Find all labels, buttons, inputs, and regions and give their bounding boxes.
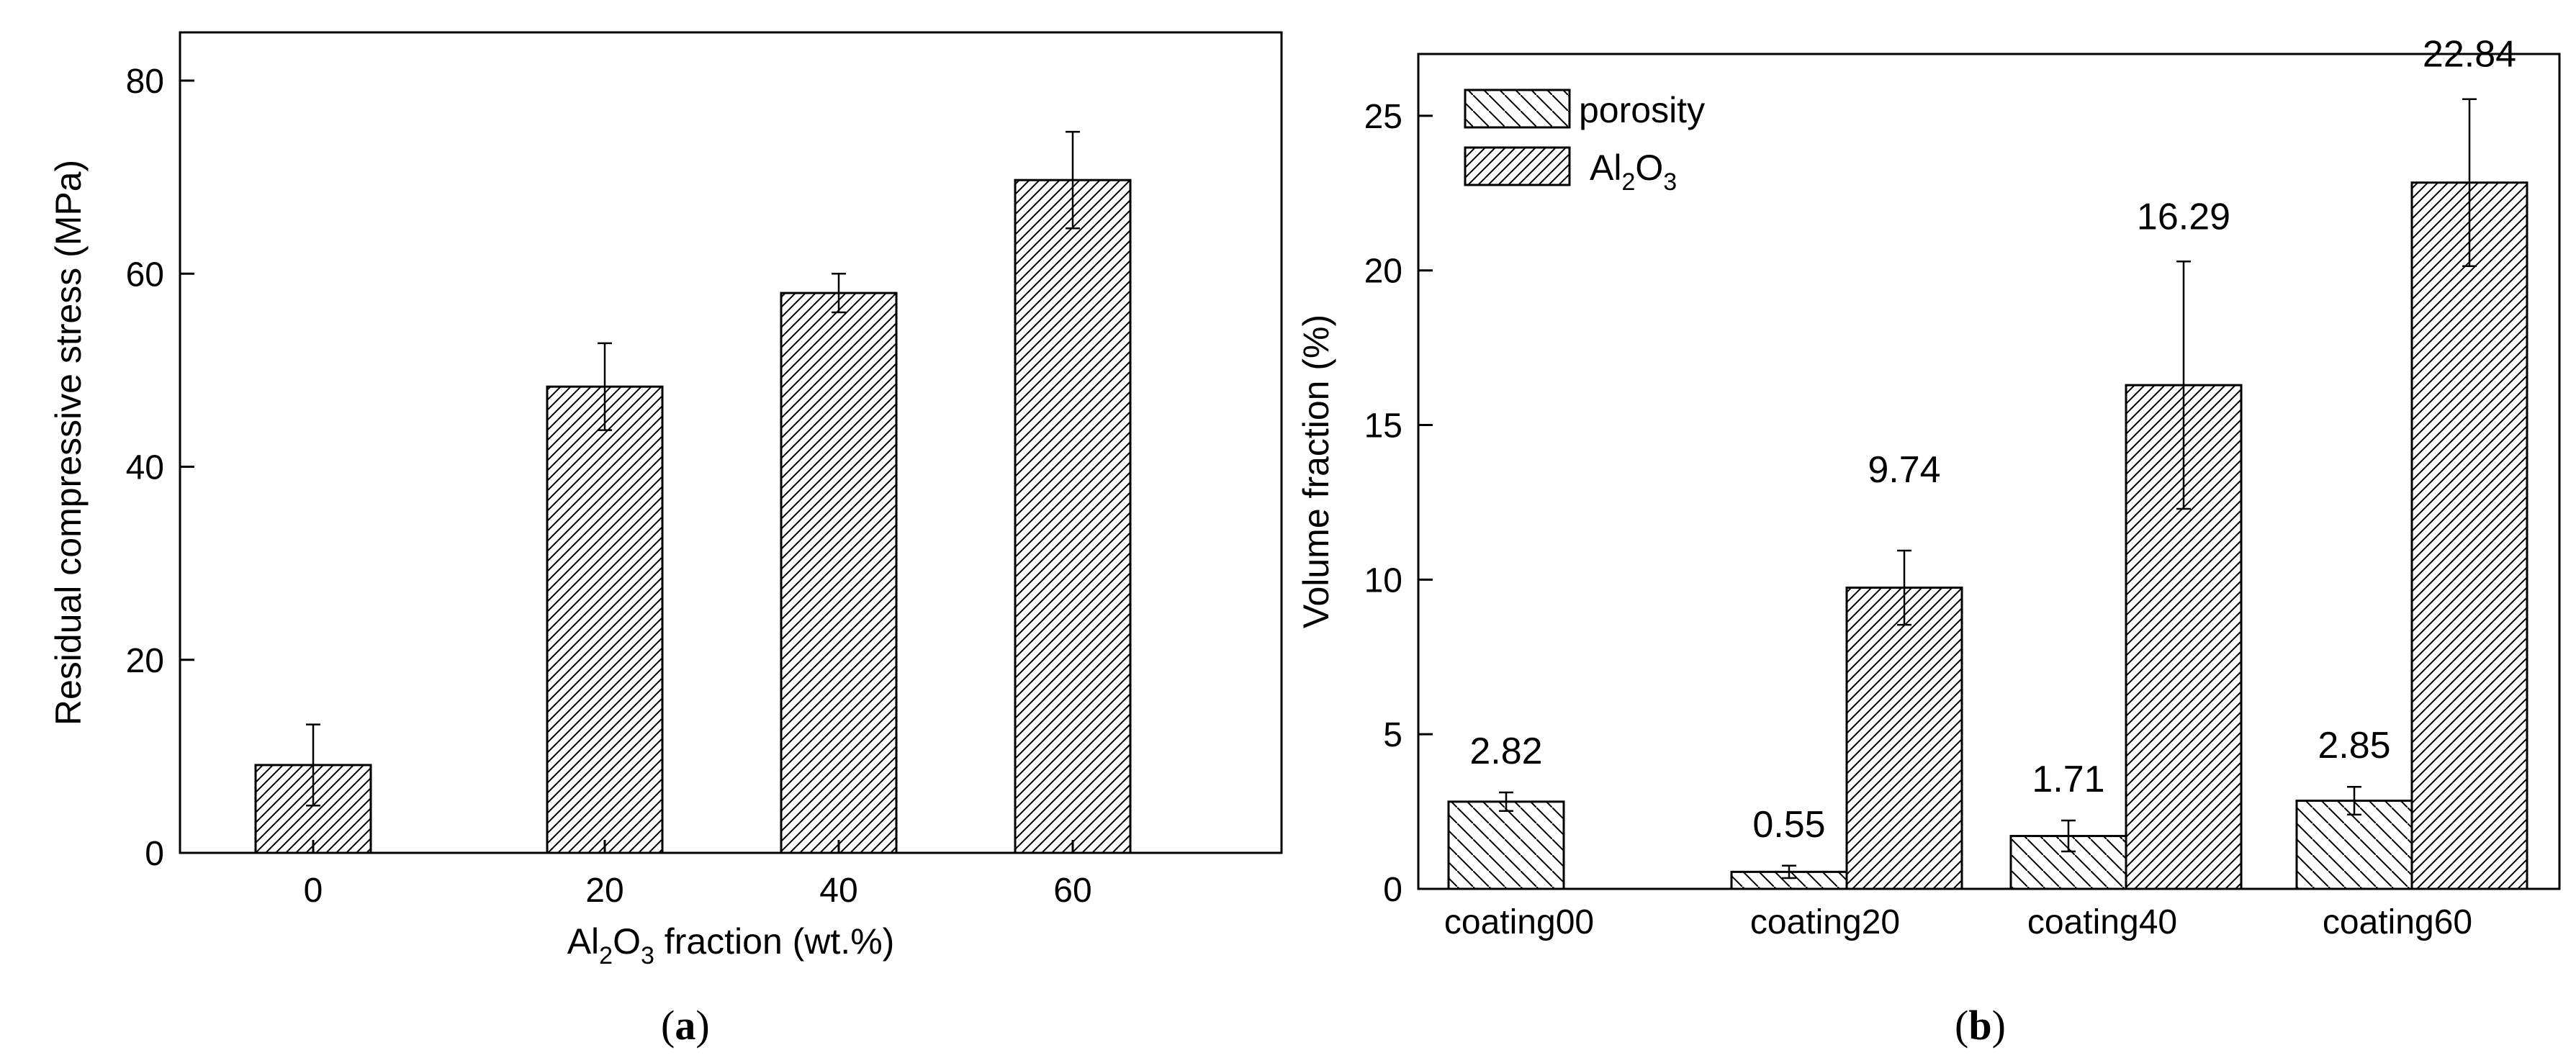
y-tick-label: 20 (1364, 253, 1402, 291)
bar-40 (780, 291, 898, 854)
chart-b-ticks: 0 5 10 15 20 25 coating00 coating20 coating40 coa… (1364, 98, 2472, 941)
y-tick-label: 5 (1383, 716, 1402, 754)
error-bar (1066, 130, 1080, 230)
y-tick-label: 60 (126, 256, 164, 294)
x-tick-label: 60 (1053, 872, 1091, 910)
error-bar (306, 723, 320, 807)
data-label: 16.29 (2137, 196, 2230, 238)
y-tick-label: 15 (1364, 407, 1402, 446)
x-tick-label: coating60 (2323, 903, 2472, 941)
chart-b-y-axis-title: Volume fraction (%) (1296, 315, 1336, 628)
x-tick-label: 0 (304, 872, 323, 910)
error-bar (1782, 864, 1796, 880)
x-tick-label: coating00 (1444, 903, 1594, 941)
x-tick-label: 40 (819, 872, 857, 910)
bar-60 (1014, 178, 1132, 854)
error-bar (598, 342, 612, 431)
x-tick-label: 20 (585, 872, 623, 910)
bar-20 (546, 385, 664, 854)
y-tick-label: 0 (1383, 871, 1402, 909)
data-label: 0.55 (1752, 804, 1825, 846)
chart-b-frame (1417, 53, 2561, 890)
data-label: 1.71 (2032, 759, 2104, 800)
chart-a-x-axis-title: Al2O3 fraction (wt.%) (567, 921, 895, 969)
chart-a: 0 20 40 60 80 0 20 40 60 Residual compressive st… (48, 31, 1283, 1049)
chart-a-panel-label: (a) (661, 1002, 710, 1049)
y-tick-label: 10 (1364, 561, 1402, 600)
bar-coating60-al2o3 (2410, 181, 2528, 890)
chart-a-frame (179, 31, 1283, 854)
error-bar (2462, 98, 2477, 267)
y-tick-label: 80 (126, 63, 164, 101)
legend-swatch-al2o3 (1464, 146, 1571, 186)
error-bar (2061, 819, 2076, 853)
data-label: 9.74 (1868, 449, 1940, 491)
error-bar (832, 273, 846, 314)
y-tick-label: 25 (1364, 98, 1402, 136)
data-label: 2.85 (2318, 725, 2390, 767)
legend-swatch-porosity (1464, 89, 1571, 129)
bar-coating20-al2o3 (1845, 587, 1963, 890)
bar-coating00-porosity (1447, 800, 1565, 890)
chart-a-bars (254, 130, 1132, 854)
x-tick-label: coating40 (2027, 903, 2177, 941)
y-tick-label: 0 (145, 835, 164, 873)
error-bar (1897, 549, 1911, 626)
legend-label-al2o3: Al2O3 (1590, 148, 1677, 196)
error-bar (1499, 791, 1513, 812)
legend-label-porosity: porosity (1579, 90, 1705, 130)
chart-a-ticks: 0 20 40 60 80 0 20 40 60 (126, 63, 1092, 910)
y-tick-label: 20 (126, 642, 164, 680)
error-bar (2176, 261, 2191, 510)
data-label: 2.82 (1469, 731, 1542, 772)
x-tick-label: coating20 (1750, 903, 1900, 941)
chart-b-legend: porosity Al2O3 (1464, 89, 1705, 196)
y-tick-label: 40 (126, 449, 164, 487)
chart-a-y-axis-title: Residual compressive stress (MPa) (48, 160, 89, 725)
chart-b-panel-label: (b) (1955, 1002, 2006, 1049)
error-bar (2347, 785, 2361, 816)
